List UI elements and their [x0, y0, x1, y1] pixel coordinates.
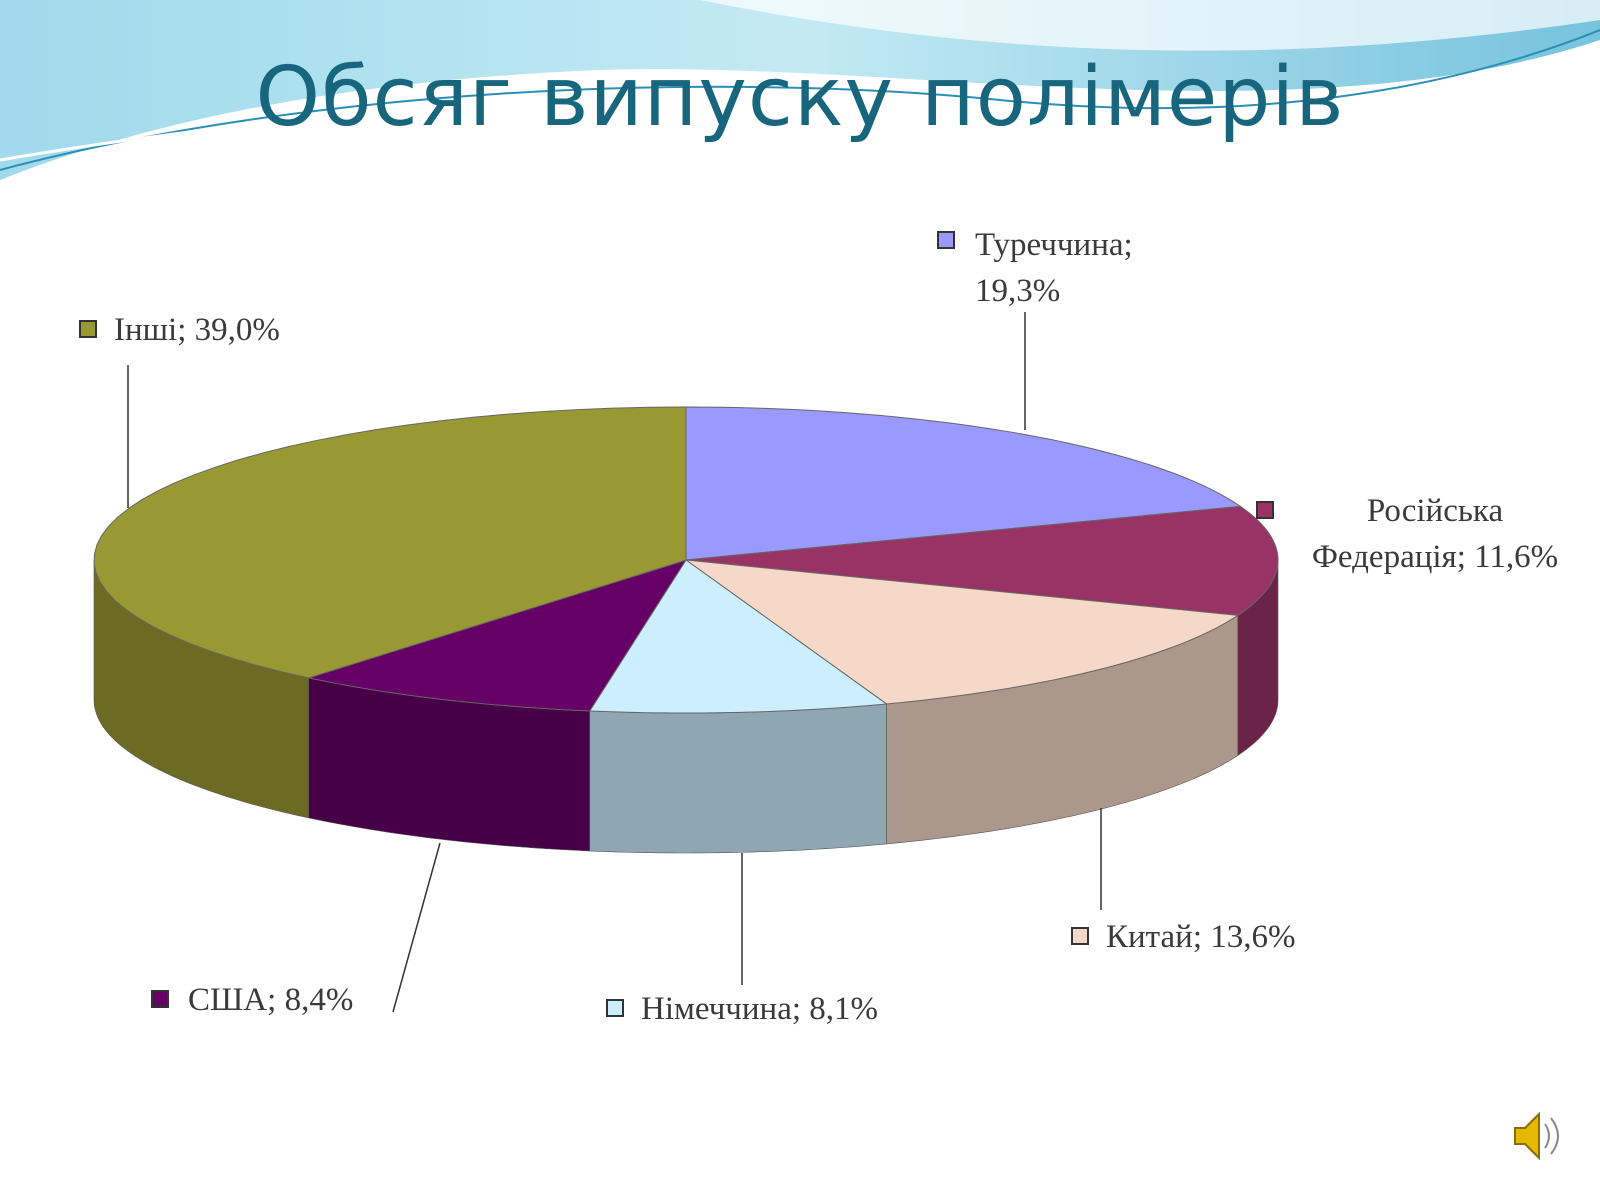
slice: [306, 559, 688, 712]
slice: [685, 505, 1279, 616]
value-label: 13,6%: [1210, 919, 1296, 955]
category-name: Російська Федерація: [1311, 493, 1504, 575]
value-label: 8,4%: [284, 982, 354, 1018]
leader-line: [392, 842, 441, 1013]
legend-swatch: [79, 320, 97, 338]
header-line: [0, 43, 1600, 162]
slice: [684, 559, 1240, 705]
value-label: 11,6%: [1474, 539, 1559, 575]
legend-swatch: [1071, 927, 1089, 945]
legend-swatch: [1256, 501, 1274, 519]
slide-title: Обсяг випуску полімерів: [255, 50, 1345, 145]
category-name: США: [188, 982, 268, 1018]
legend-swatch: [606, 999, 624, 1017]
category-name: Туреччина: [975, 227, 1124, 263]
label-separator: ;: [791, 991, 802, 1027]
data-label: Туреччина; 19,3%: [975, 222, 1185, 314]
legend-swatch: [937, 231, 955, 249]
header-wave-white: [700, 0, 1600, 51]
value-label: 19,3%: [975, 273, 1061, 309]
category-name: Інші: [114, 312, 178, 348]
category-name: Китай: [1106, 919, 1193, 955]
value-label: 39,0%: [194, 312, 280, 348]
data-label: Китай; 13,6%: [1106, 914, 1426, 960]
slice-side: [589, 703, 887, 854]
data-label: Російська Федерація; 11,6%: [1290, 488, 1580, 580]
slice: [93, 406, 687, 679]
data-label: США; 8,4%: [188, 977, 448, 1023]
legend-swatch: [151, 990, 169, 1008]
slice: [685, 406, 1242, 561]
header-line: [0, 29, 1600, 171]
speaker-icon: [1514, 1111, 1559, 1161]
label-separator: ;: [267, 982, 277, 1018]
slice: [588, 559, 888, 714]
category-name: Німеччина: [641, 991, 792, 1027]
label-separator: ;: [1456, 539, 1466, 575]
label-separator: ;: [1192, 919, 1202, 955]
label-separator: ;: [177, 312, 187, 348]
data-label: Німеччина; 8,1%: [641, 986, 1001, 1032]
data-label: Інші; 39,0%: [114, 307, 414, 353]
value-label: 8,1%: [809, 991, 879, 1027]
pie-chart: [79, 231, 1279, 1017]
label-separator: ;: [1123, 227, 1133, 263]
